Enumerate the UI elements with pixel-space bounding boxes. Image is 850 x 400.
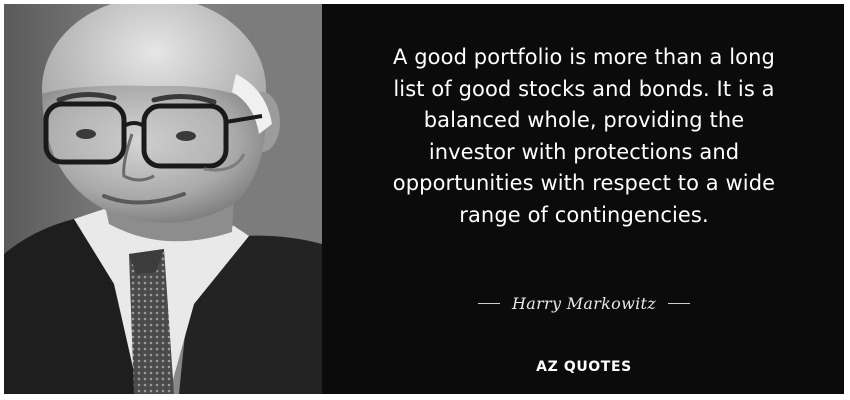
quote-text: A good portfolio is more than a long lis… [332, 42, 836, 231]
portrait-illustration [4, 4, 322, 394]
quote-line: opportunities with respect to a wide [392, 171, 776, 195]
quote-line: investor with protections and [428, 139, 740, 164]
author-attribution: Harry Markowitz [332, 290, 836, 316]
author-portrait [4, 4, 322, 394]
author-name: Harry Markowitz [512, 293, 656, 313]
brand-logo: AZ QUOTES [536, 359, 632, 375]
quote-line: A good portfolio is more than a long [393, 45, 775, 69]
quote-line: list of good stocks and bonds. It is a [393, 76, 775, 101]
left-dash-divider [478, 302, 500, 304]
quote-line: range of contingencies. [459, 202, 709, 227]
quote-frame: A good portfolio is more than a long lis… [4, 4, 844, 394]
quote-line: balanced whole, providing the [423, 108, 745, 132]
right-dash-divider [667, 302, 690, 304]
